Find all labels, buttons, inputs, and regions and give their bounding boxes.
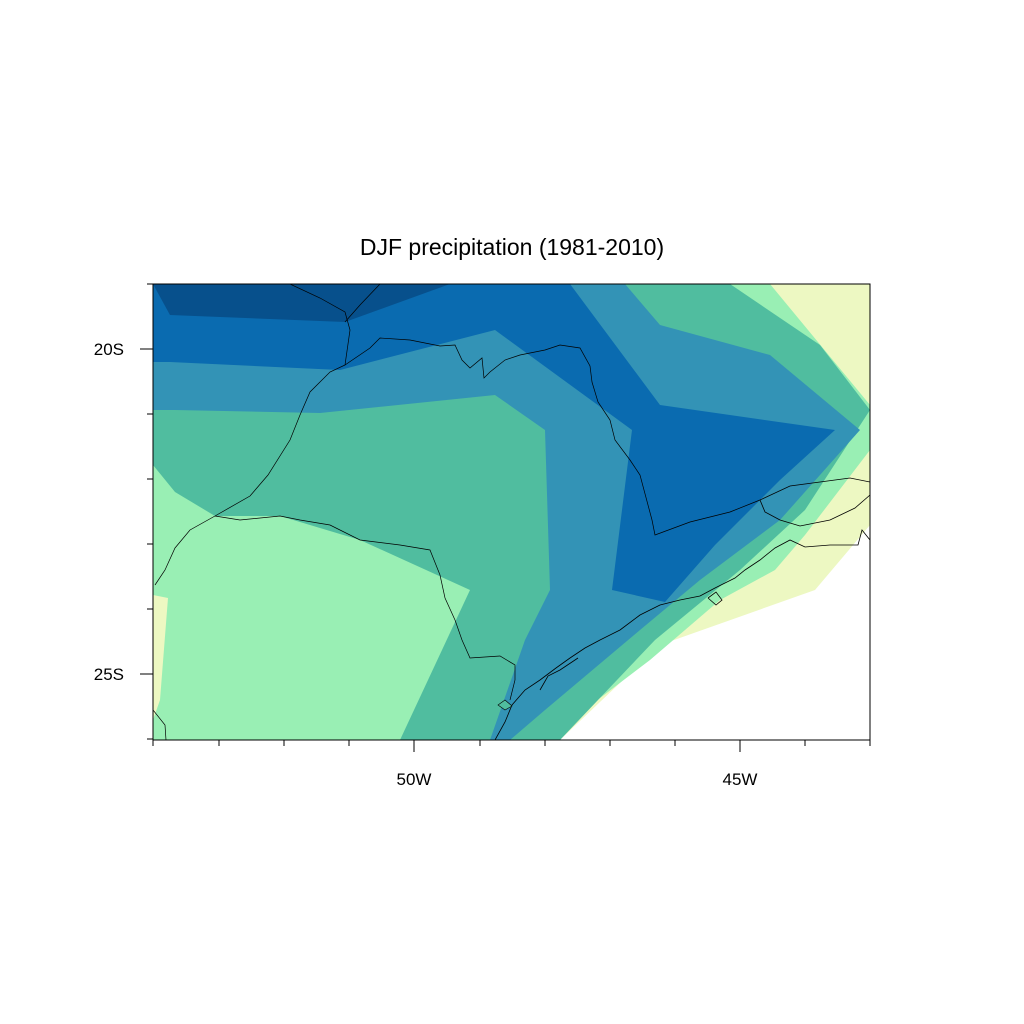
contour-level-6	[153, 284, 450, 322]
contour-level-5	[153, 284, 835, 602]
border-line-2	[344, 284, 381, 323]
border-line-1	[214, 284, 351, 517]
x-tick-label-45w: 45W	[723, 770, 758, 789]
x-tick-label-50w: 50W	[397, 770, 432, 789]
border-line-5	[154, 515, 216, 586]
geographic-lines	[153, 284, 870, 740]
border-line-3	[344, 337, 870, 536]
contour-level-4	[153, 284, 860, 740]
plot-frame	[152, 283, 871, 741]
map-title: DJF precipitation (1981-2010)	[360, 234, 664, 260]
contour-fill-layer	[153, 284, 870, 740]
coastline-estuary	[539, 657, 579, 691]
coastline-islands	[759, 494, 870, 527]
border-line-6	[153, 709, 167, 740]
border-line-4	[214, 515, 516, 701]
coastline	[494, 529, 870, 740]
y-tick-label-25s: 25S	[94, 665, 124, 684]
y-tick-label-20s: 20S	[94, 340, 124, 359]
coastline-bay	[707, 591, 723, 606]
axis-ticks	[140, 283, 871, 752]
lagoon-feature	[497, 699, 513, 711]
